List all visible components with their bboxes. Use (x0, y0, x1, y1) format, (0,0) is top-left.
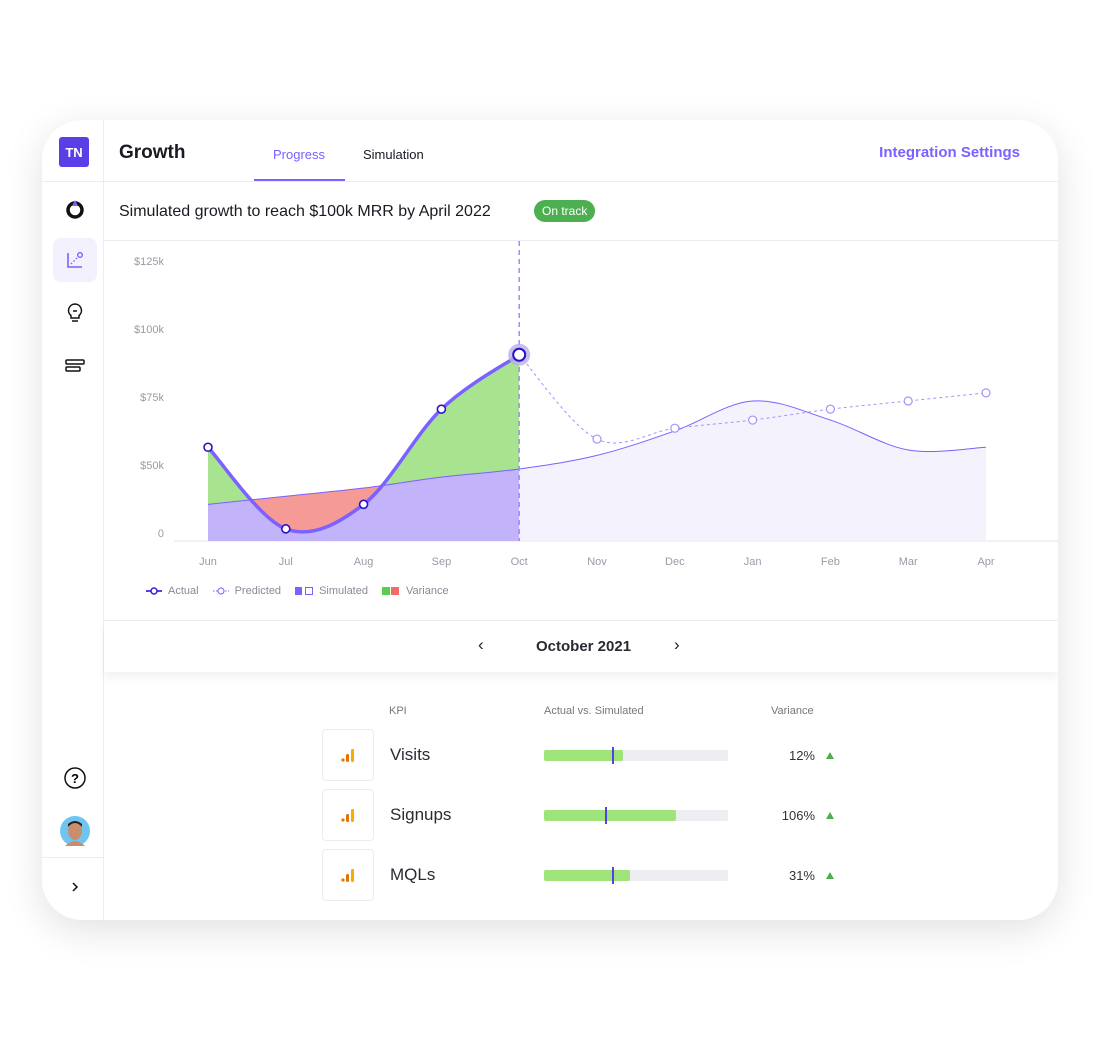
y-tick-label: 0 (158, 528, 164, 540)
status-badge: On track (534, 200, 596, 222)
predicted-point (981, 388, 991, 398)
predicted-point (747, 415, 758, 425)
bar-chart-icon (322, 789, 374, 841)
x-tick-label: Jan (744, 556, 762, 568)
bar-chart-icon (322, 729, 374, 781)
kpi-progress-bar (544, 747, 728, 764)
legend-simulated: Simulated (295, 585, 368, 597)
y-tick-label: $100k (134, 324, 164, 336)
kpi-variance: 106% (781, 808, 815, 823)
x-tick-label: Dec (665, 556, 685, 568)
predicted-point (903, 396, 913, 406)
workspace-logo[interactable]: TN (59, 137, 89, 167)
kpi-name: MQLs (390, 865, 436, 884)
kpi-progress-bar (544, 807, 728, 824)
growth-chart: 0 $50k $75k $100k $125k Jun Jul Aug Sep Oct Nov Dec… (134, 241, 1058, 568)
page-title: Growth (119, 142, 186, 163)
integration-settings-link[interactable]: Integration Settings (879, 144, 1020, 161)
y-tick-label: $75k (140, 392, 164, 404)
chart-title: Simulated growth to reach $100k MRR by A… (119, 203, 491, 220)
svg-text:?: ? (71, 771, 79, 786)
sidebar: TN ? (42, 120, 104, 920)
predicted-point (670, 423, 680, 433)
divider (42, 181, 104, 182)
kpi-name: Signups (390, 805, 452, 824)
tab-progress[interactable]: Progress (273, 147, 326, 162)
chart-scatter-icon[interactable] (53, 238, 97, 282)
month-navigator: ‹ October 2021 › (104, 620, 1058, 672)
current-actual-point (512, 347, 527, 362)
lightbulb-icon[interactable] (53, 291, 97, 335)
active-tab-indicator (254, 179, 345, 181)
chevron-right-icon[interactable] (53, 865, 97, 909)
actual-fill (544, 810, 677, 821)
tab-simulation[interactable]: Simulation (363, 147, 424, 162)
chevron-right-icon[interactable]: › (674, 635, 680, 654)
actual-point (436, 404, 447, 414)
bar-chart-icon (322, 849, 374, 901)
trend-up-icon (826, 752, 834, 759)
header: Growth Progress Simulation Integration S… (104, 120, 1058, 182)
chevron-left-icon[interactable]: ‹ (478, 635, 484, 654)
list-icon[interactable] (53, 344, 97, 388)
actual-point (203, 442, 213, 453)
chart-header: Simulated growth to reach $100k MRR by A… (104, 182, 1058, 241)
simulated-marker (612, 747, 615, 764)
x-tick-label: Feb (821, 556, 840, 568)
trend-up-icon (826, 812, 834, 819)
y-tick-label: $125k (134, 256, 164, 268)
target-icon[interactable] (53, 187, 97, 231)
kpi-name: Visits (390, 745, 431, 764)
trend-up-icon (826, 872, 834, 879)
simulated-line (207, 400, 987, 505)
simulated-marker (612, 867, 615, 884)
legend-actual: Actual (146, 585, 199, 597)
x-tick-label: Oct (511, 556, 528, 568)
question-icon[interactable]: ? (53, 756, 97, 800)
simulated-area-future (519, 400, 986, 541)
x-tick-label: Sep (432, 556, 452, 568)
predicted-point (592, 434, 602, 444)
x-tick-label: Nov (587, 556, 607, 568)
divider (42, 857, 104, 858)
actual-fill (544, 870, 631, 881)
column-header-kpi: KPI (389, 705, 407, 717)
column-header-variance: Variance (771, 705, 814, 717)
actual-point (358, 499, 369, 510)
app-window: TN ? Growth Progress Simulation Integrat… (42, 120, 1058, 920)
actual-point (281, 524, 291, 534)
column-header-actual-vs-simulated: Actual vs. Simulated (544, 705, 644, 717)
simulated-marker (604, 807, 607, 824)
x-tick-label: Apr (977, 556, 994, 568)
y-tick-label: $50k (140, 460, 164, 472)
legend-variance: Variance (381, 585, 449, 597)
chart-legend: Actual Predicted Simulated Variance (146, 585, 449, 597)
x-tick-label: Jun (199, 556, 217, 568)
current-month: October 2021 (536, 638, 632, 655)
kpi-variance: 12% (788, 748, 815, 763)
kpi-variance: 31% (788, 868, 815, 883)
kpi-progress-bar (544, 867, 728, 884)
x-tick-label: Mar (899, 556, 918, 568)
x-tick-label: Jul (279, 556, 293, 568)
x-tick-label: Aug (354, 556, 374, 568)
avatar[interactable] (53, 809, 97, 853)
legend-predicted: Predicted (212, 585, 281, 597)
actual-fill (544, 750, 624, 761)
predicted-point (825, 404, 836, 414)
